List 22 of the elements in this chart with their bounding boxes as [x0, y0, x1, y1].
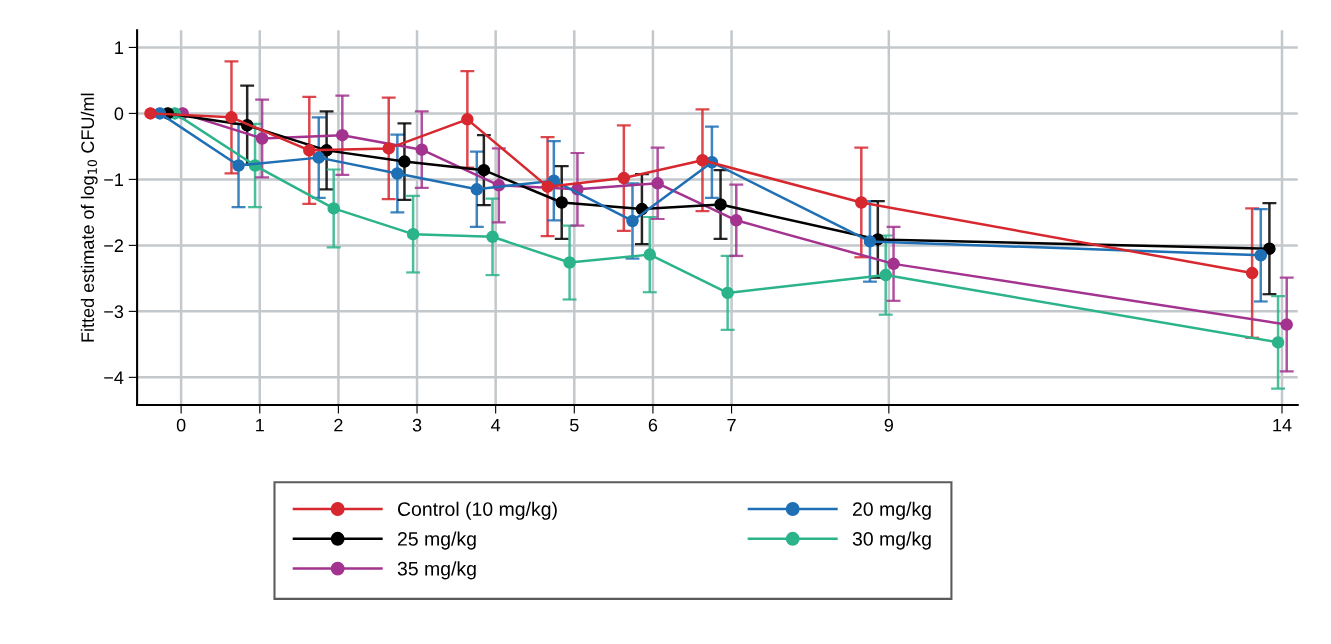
y-tick-label: −2 — [104, 239, 123, 252]
y-axis-title: Fitted estimate of log$_{10}$ CFU/ml — [80, 93, 98, 342]
x-tick-label: 5 — [570, 418, 579, 432]
x-tick-label: 7 — [727, 418, 736, 432]
legend-label: Control (10 mg/kg) — [397, 501, 557, 520]
y-tick-label: −4 — [104, 371, 124, 384]
x-tick-label: 14 — [1273, 418, 1292, 432]
x-tick-label: 3 — [412, 418, 422, 432]
y-tick-label: −1 — [104, 173, 124, 186]
x-tick-label: 1 — [256, 418, 264, 432]
x-tick-label: 4 — [491, 418, 501, 432]
legend-label: 25 mg/kg — [397, 531, 476, 550]
x-tick-label: 0 — [176, 418, 186, 432]
legend-label: 30 mg/kg — [852, 531, 931, 550]
y-tick-label: 0 — [114, 107, 124, 121]
x-tick-label: 2 — [334, 418, 343, 432]
y-tick-label: 1 — [115, 41, 124, 54]
legend-label: 20 mg/kg — [852, 501, 931, 520]
y-tick-label: −3 — [104, 305, 124, 319]
legend-label: 35 mg/kg — [397, 561, 476, 580]
x-tick-label: 6 — [648, 418, 658, 432]
x-tick-label: 9 — [884, 418, 893, 432]
